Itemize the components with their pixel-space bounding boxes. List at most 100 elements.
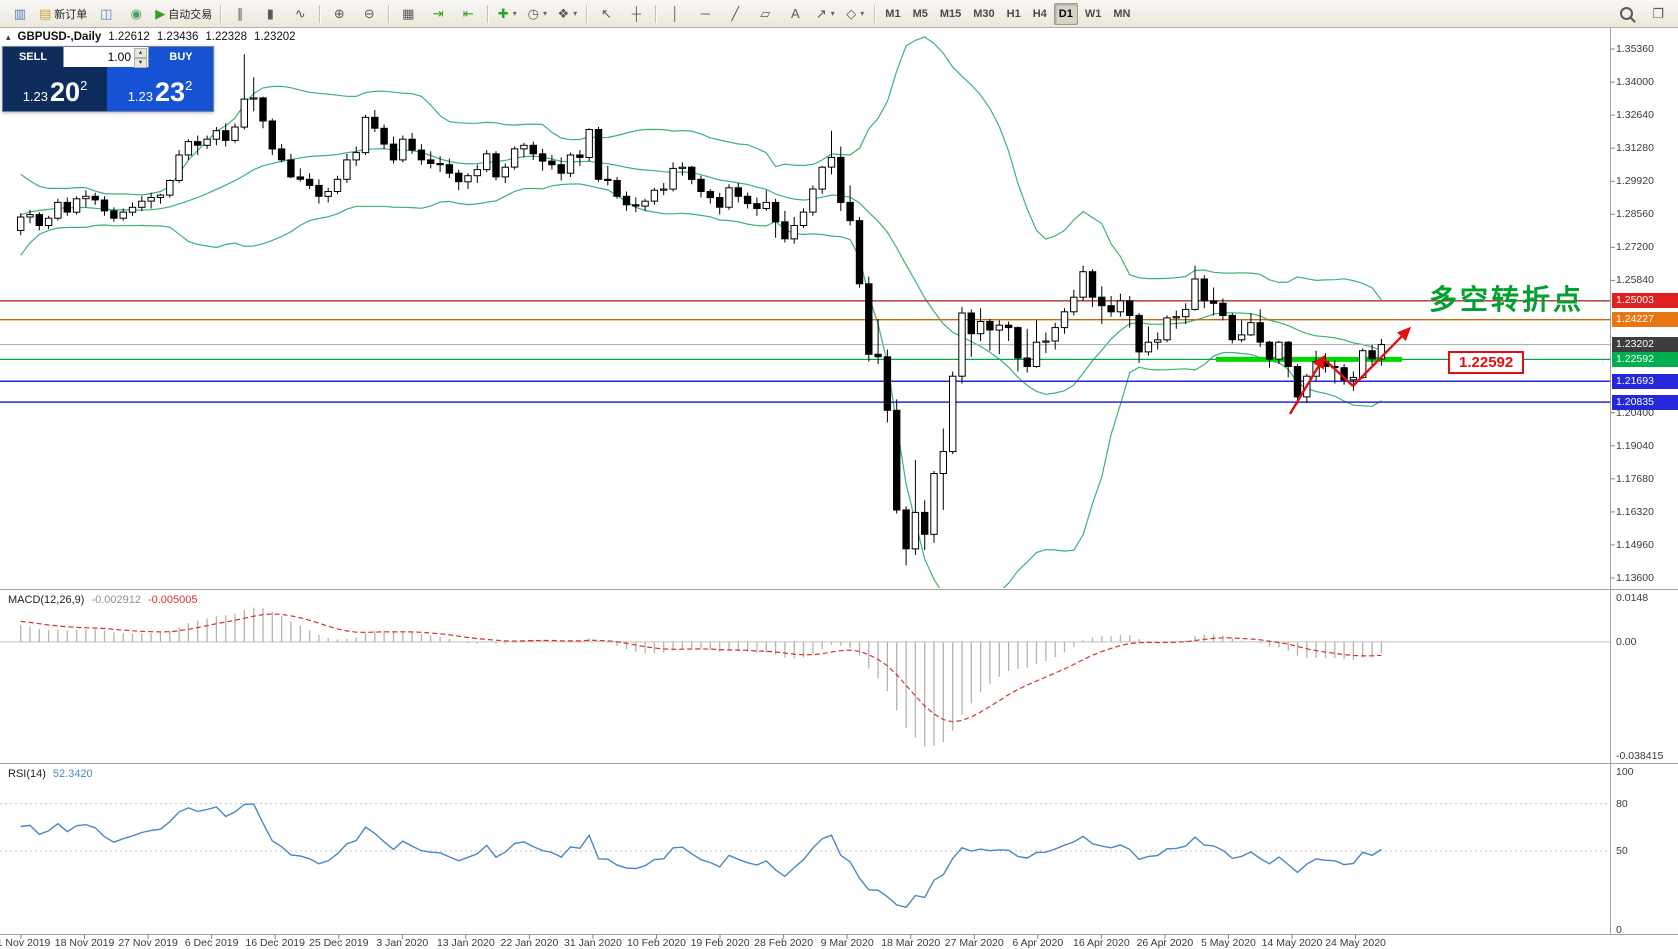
crosshair-button[interactable]: ┼	[621, 2, 651, 26]
horizontal-line-icon: ─	[700, 6, 710, 21]
vertical-line-icon: │	[671, 6, 680, 21]
macd-signal-line	[20, 613, 1382, 723]
annotation-price-label[interactable]: 1.22592	[1448, 351, 1525, 374]
terminal-button[interactable]: ▥	[5, 2, 35, 26]
timeframe-h1-button[interactable]: H1	[1006, 7, 1021, 20]
symbol-period-label: GBPUSD-,Daily	[17, 31, 102, 43]
autotrading-button[interactable]: ▶ 自动交易	[151, 2, 216, 26]
bollinger-lower	[20, 183, 1382, 588]
new-order-button[interactable]: ▤ 新订单	[35, 2, 91, 26]
shapes-icon: ◇	[846, 6, 857, 21]
macd-histogram	[20, 607, 1383, 747]
line-chart-type-button[interactable]: ∿	[285, 2, 315, 26]
chart-window-button[interactable]: ◫	[91, 2, 121, 26]
profile-icon: ◉	[130, 6, 142, 21]
timeframe-h4-button[interactable]: H4	[1032, 7, 1047, 20]
cursor-icon: ↖	[600, 6, 612, 21]
indicators-caret-icon: ▾	[512, 9, 517, 18]
autotrading-icon: ▶	[155, 6, 166, 21]
rsi-indicator-label: RSI(14) 52.3420	[8, 768, 93, 780]
timeframe-w1-button[interactable]: W1	[1084, 7, 1102, 20]
new-order-icon: ▤	[39, 6, 52, 21]
buy-header-button[interactable]: BUY	[149, 47, 213, 67]
sell-price-button[interactable]: 1.23 20 2	[3, 67, 107, 111]
auto-scroll-button[interactable]: ⇥	[423, 2, 453, 26]
periods-button[interactable]: ◷ ▾	[522, 2, 552, 26]
autotrading-label: 自动交易	[168, 8, 213, 21]
high-value: 1.23436	[156, 31, 199, 43]
toolbar-separator	[319, 4, 321, 23]
toolbar-separator	[220, 4, 222, 23]
toolbar-separator	[586, 4, 588, 23]
timeframe-m5-button[interactable]: M5	[912, 7, 928, 20]
timeframe-mn-button[interactable]: MN	[1113, 7, 1131, 20]
channel-button[interactable]: ▱	[750, 2, 780, 26]
auto-scroll-icon: ⇥	[432, 6, 444, 21]
layout-button[interactable]: ❐	[1643, 2, 1673, 26]
macd-signal-value: -0.005005	[147, 594, 198, 606]
toolbar-separator	[874, 4, 876, 23]
open-value: 1.22612	[108, 31, 150, 43]
templates-caret-icon: ▾	[573, 9, 578, 18]
bar-chart-type-icon: ∥	[237, 6, 244, 21]
timeframe-m15-button[interactable]: M15	[939, 7, 962, 20]
ask-price-small: 1.23	[127, 89, 154, 104]
layout-icon: ❐	[1652, 6, 1664, 21]
toolbar: ▥ ▤ 新订单 ◫ ◉ ▶ 自动交易 ∥ ▮ ∿ ⊕ ⊖ ▦ ⇥ ⇤ ✚ ▾ ◷ ▾ ❖ ▾ ↖ ┼ │ ─ ╱ ▱ A ↗ ▾ ◇ ▾ M1 M…	[0, 0, 1678, 28]
bid-price-sup: 2	[80, 78, 88, 93]
rsi-value: 52.3420	[52, 768, 93, 780]
tile-windows-button[interactable]: ▦	[393, 2, 423, 26]
templates-button[interactable]: ❖ ▾	[552, 2, 582, 26]
volume-input[interactable]	[64, 47, 148, 67]
buy-price-button[interactable]: 1.23 23 2	[107, 67, 213, 111]
zoom-in-button[interactable]: ⊕	[324, 2, 354, 26]
candles	[17, 54, 1386, 566]
annotation-arrows[interactable]	[1288, 326, 1412, 415]
profile-button[interactable]: ◉	[121, 2, 151, 26]
text-button[interactable]: A	[780, 2, 810, 26]
horizontal-line-button[interactable]: ─	[690, 2, 720, 26]
arrows-button[interactable]: ↗ ▾	[810, 2, 840, 26]
search-icon	[1619, 7, 1633, 20]
volume-decrease-button[interactable]: ▾	[134, 58, 147, 68]
cursor-button[interactable]: ↖	[591, 2, 621, 26]
periods-icon: ◷	[527, 6, 539, 21]
bid-price-small: 1.23	[22, 89, 49, 104]
chart-caption: ▴ GBPUSD-,Daily 1.22612 1.23436 1.22328 …	[6, 31, 296, 43]
terminal-icon: ▥	[13, 6, 27, 21]
bollinger-middle	[20, 148, 1382, 395]
shapes-button[interactable]: ◇ ▾	[840, 2, 870, 26]
bar-chart-type-button[interactable]: ∥	[225, 2, 255, 26]
indicators-button[interactable]: ✚ ▾	[492, 2, 522, 26]
chart-window-icon: ◫	[100, 6, 113, 21]
templates-icon: ❖	[557, 6, 570, 21]
timeframe-d1-button[interactable]: D1	[1053, 2, 1078, 25]
volume-stepper: ▴ ▾	[134, 48, 147, 68]
candlestick-type-icon: ▮	[266, 6, 274, 21]
trendline-button[interactable]: ╱	[720, 2, 750, 26]
new-order-label: 新订单	[54, 8, 88, 21]
search-button[interactable]	[1611, 2, 1641, 26]
annotation-turning-point-text[interactable]: 多空转折点	[1429, 284, 1585, 315]
chart-shift-button[interactable]: ⇤	[453, 2, 483, 26]
macd-main-value: -0.002912	[91, 594, 141, 606]
zoom-in-icon: ⊕	[333, 6, 345, 21]
timeframe-m30-button[interactable]: M30	[973, 7, 995, 20]
axis-ticks	[20, 48, 1615, 939]
sell-header-button[interactable]: SELL	[3, 47, 63, 67]
candlestick-type-button[interactable]: ▮	[255, 2, 285, 26]
zoom-out-icon: ⊖	[363, 6, 375, 21]
vertical-line-button[interactable]: │	[660, 2, 690, 26]
ask-price-sup: 2	[185, 78, 193, 93]
timeframe-m1-button[interactable]: M1	[885, 7, 901, 20]
volume-field: ▴ ▾	[63, 47, 149, 68]
tile-windows-icon: ▦	[402, 6, 415, 21]
volume-increase-button[interactable]: ▴	[134, 48, 147, 58]
rsi-line	[20, 803, 1382, 909]
zoom-out-button[interactable]: ⊖	[354, 2, 384, 26]
one-click-toggle-icon[interactable]: ▴	[6, 31, 11, 42]
crosshair-icon: ┼	[631, 6, 641, 21]
toolbar-right-group: ❐	[1611, 2, 1673, 26]
